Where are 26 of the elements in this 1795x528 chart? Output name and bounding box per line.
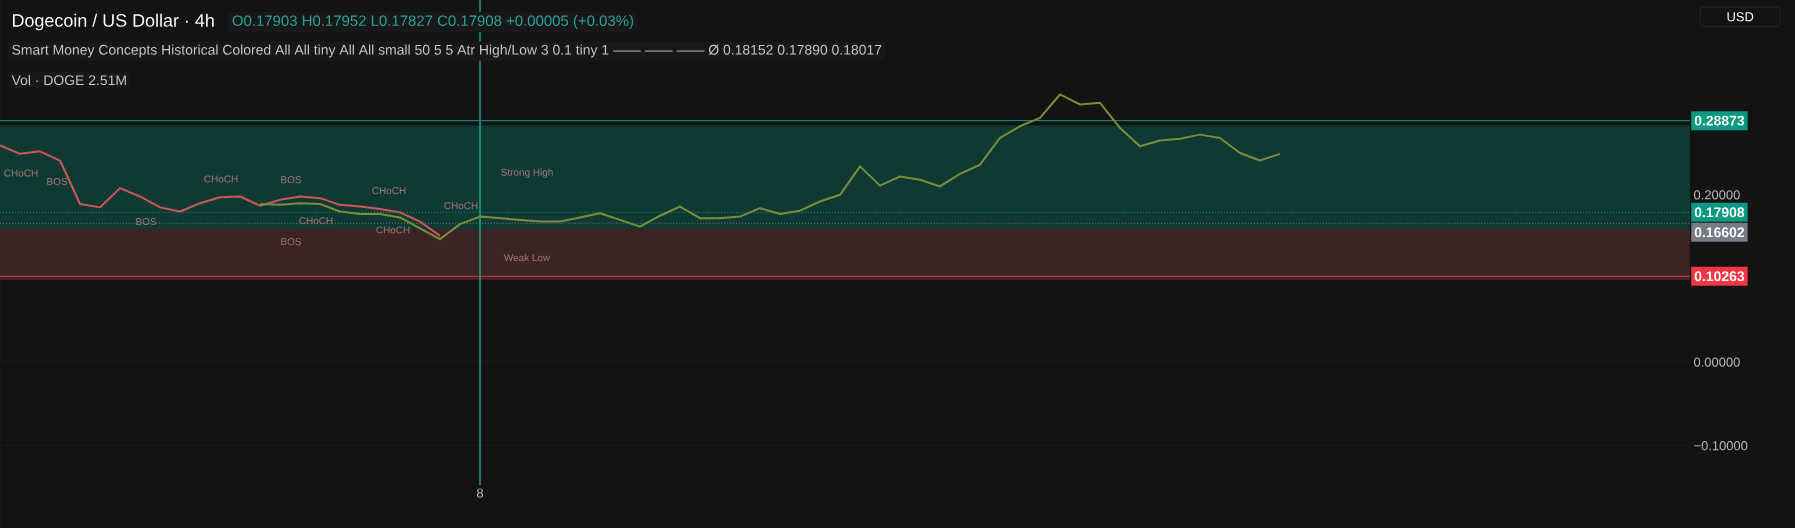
y-axis-title: USD bbox=[1727, 12, 1754, 22]
ref-line-label: 0.10263 bbox=[1694, 271, 1745, 282]
annotation: CHoCH bbox=[204, 175, 238, 183]
text: Dogecoin / US Dollar · 4h bbox=[13, 13, 214, 31]
y-tick-label: 0.20000 bbox=[1694, 190, 1740, 200]
annotation: BOS bbox=[136, 218, 157, 226]
annotation: CHoCH bbox=[299, 217, 333, 225]
annotation: CHoCH bbox=[444, 202, 478, 210]
annotation: CHoCH bbox=[4, 169, 38, 177]
ref-line-label: 0.17908 bbox=[1694, 207, 1745, 218]
annotation: CHoCH bbox=[376, 226, 410, 234]
annotation: Weak Low bbox=[503, 253, 551, 262]
y-tick-label: −0.10000 bbox=[1694, 441, 1748, 451]
annotation: Vol · DOGE 2.51M bbox=[11, 74, 126, 86]
line-series bbox=[0, 144, 442, 237]
ref-line-label: 0.28873 bbox=[1694, 115, 1745, 126]
ref-line-label: 0.16602 bbox=[1694, 227, 1745, 238]
annotation: BOS bbox=[281, 176, 302, 184]
annotation: CHoCH bbox=[372, 187, 406, 195]
annotation: BOS bbox=[47, 177, 68, 185]
annotation: Strong High bbox=[501, 168, 553, 178]
x-tick-label: 8 bbox=[476, 488, 484, 498]
annotation: Smart Money Concepts Historical Colored All All tiny All All small 50 5 5 Atr High/Low 3 0.1 tiny 1 —— —— —— Ø 0.18152 0.17890 0.18017 bbox=[12, 44, 882, 58]
annotation: BOS bbox=[281, 238, 302, 246]
text: O0.17903 H0.17952 L0.17827 C0.17908 +0.00005 (+0.03%) bbox=[232, 15, 634, 29]
y-tick-label: 0.00000 bbox=[1694, 357, 1740, 367]
